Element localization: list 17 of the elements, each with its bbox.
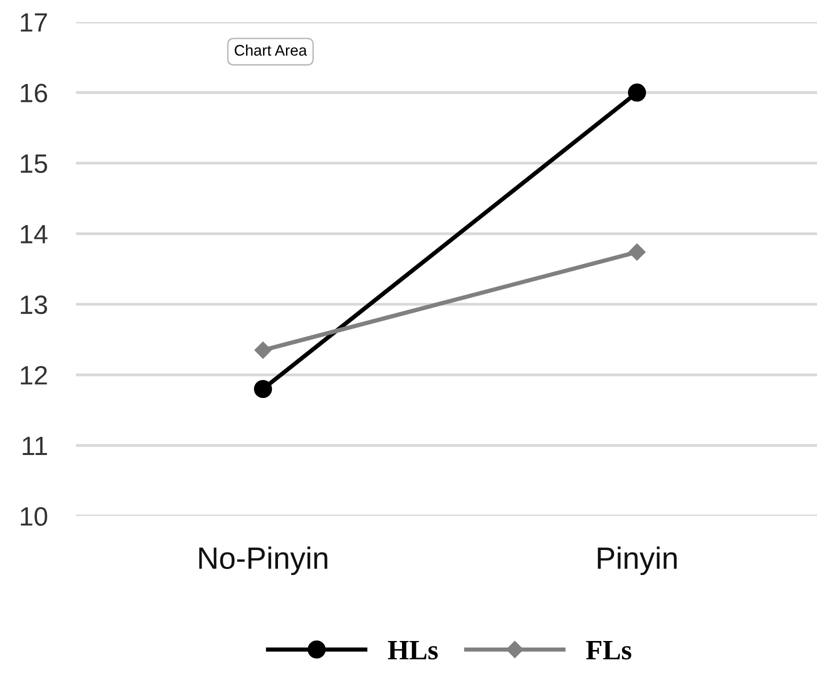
y-tick-label: 16	[20, 84, 48, 102]
y-tick-label: 17	[20, 13, 47, 32]
y-tick-label: 12	[20, 366, 47, 384]
point	[254, 380, 272, 398]
y-tick-label: 15	[20, 154, 48, 173]
legend-label: HLs	[388, 641, 438, 660]
point	[628, 244, 646, 261]
y-tick-label: 11	[22, 436, 47, 455]
y-tick-label: 13	[20, 295, 48, 314]
point	[254, 342, 272, 359]
x-tick-label: Pinyin	[598, 546, 677, 576]
x-tick-label: No-Pinyin	[199, 546, 328, 576]
point	[628, 84, 646, 102]
y-tick-label: 14	[20, 225, 48, 244]
annotation: Chart Area	[234, 44, 307, 56]
y-tick-label: 10	[20, 507, 48, 526]
legend-label: FLs	[586, 641, 632, 660]
